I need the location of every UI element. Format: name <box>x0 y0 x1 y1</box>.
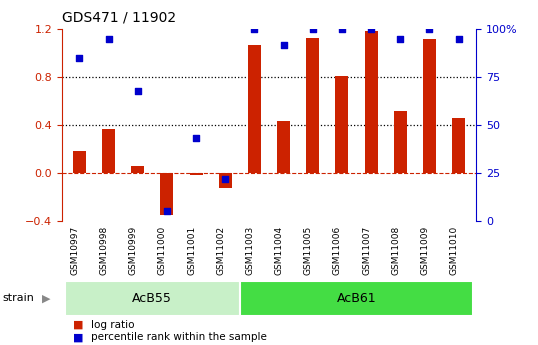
Point <box>162 208 171 214</box>
Point <box>104 36 113 42</box>
Bar <box>160 173 173 215</box>
Text: GSM11002: GSM11002 <box>216 226 225 275</box>
Bar <box>248 45 261 173</box>
Text: GDS471 / 11902: GDS471 / 11902 <box>62 10 176 24</box>
Bar <box>335 76 349 173</box>
Text: GSM11010: GSM11010 <box>450 226 458 275</box>
Text: ■: ■ <box>73 333 83 342</box>
Text: GSM11009: GSM11009 <box>421 226 429 275</box>
Bar <box>452 118 465 173</box>
Bar <box>73 151 86 173</box>
Bar <box>394 111 407 173</box>
Text: GSM10998: GSM10998 <box>100 226 109 275</box>
Text: GSM10997: GSM10997 <box>70 226 80 275</box>
Text: ▶: ▶ <box>41 294 50 303</box>
Point <box>308 27 317 32</box>
Bar <box>423 39 436 173</box>
Bar <box>65 281 240 316</box>
Text: log ratio: log ratio <box>91 320 135 330</box>
Text: GSM11005: GSM11005 <box>304 226 313 275</box>
Bar <box>365 30 378 173</box>
Bar <box>240 281 473 316</box>
Point <box>221 176 230 181</box>
Text: GSM11007: GSM11007 <box>362 226 371 275</box>
Text: GSM11000: GSM11000 <box>158 226 167 275</box>
Point <box>192 136 200 141</box>
Point <box>367 27 376 32</box>
Point <box>425 27 434 32</box>
Text: percentile rank within the sample: percentile rank within the sample <box>91 333 267 342</box>
Bar <box>131 166 144 173</box>
Bar <box>218 173 232 188</box>
Text: GSM11003: GSM11003 <box>245 226 254 275</box>
Text: strain: strain <box>3 294 34 303</box>
Point <box>75 55 84 61</box>
Bar <box>102 129 115 173</box>
Text: GSM11001: GSM11001 <box>187 226 196 275</box>
Point <box>250 27 259 32</box>
Point <box>454 36 463 42</box>
Point <box>279 42 288 47</box>
Text: GSM11004: GSM11004 <box>274 226 284 275</box>
Point <box>396 36 405 42</box>
Point <box>133 88 142 93</box>
Text: GSM10999: GSM10999 <box>129 226 138 275</box>
Text: GSM11006: GSM11006 <box>333 226 342 275</box>
Bar <box>277 121 290 173</box>
Text: GSM11008: GSM11008 <box>391 226 400 275</box>
Point <box>338 27 346 32</box>
Bar <box>189 173 203 175</box>
Text: AcB61: AcB61 <box>337 292 377 305</box>
Bar <box>306 38 320 173</box>
Text: ■: ■ <box>73 320 83 330</box>
Text: AcB55: AcB55 <box>132 292 172 305</box>
